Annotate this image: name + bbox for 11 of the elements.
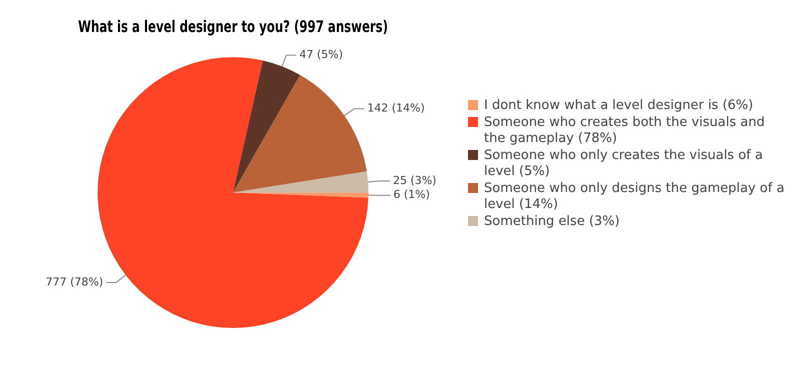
data-label: 777 (78%) xyxy=(46,275,104,288)
legend-label: Someone who creates both the visuals and the gameplay (78%) xyxy=(484,115,766,147)
data-label: 25 (3%) xyxy=(392,174,436,187)
data-label: 6 (1%) xyxy=(393,188,430,202)
data-label: 142 (14%) xyxy=(367,102,425,115)
legend-label: Something else (3%) xyxy=(484,214,620,230)
legend-label: Someone who only designs the gameplay of a level (14%) xyxy=(484,181,786,213)
legend-label: Someone who only creates the visuals of a level (5%) xyxy=(484,148,764,180)
chart-title: What is a level designer to you? (997 answers) xyxy=(78,18,388,36)
legend-label: I dont know what a level designer is (6%) xyxy=(484,98,754,114)
data-label: 47 (5%) xyxy=(299,48,343,62)
